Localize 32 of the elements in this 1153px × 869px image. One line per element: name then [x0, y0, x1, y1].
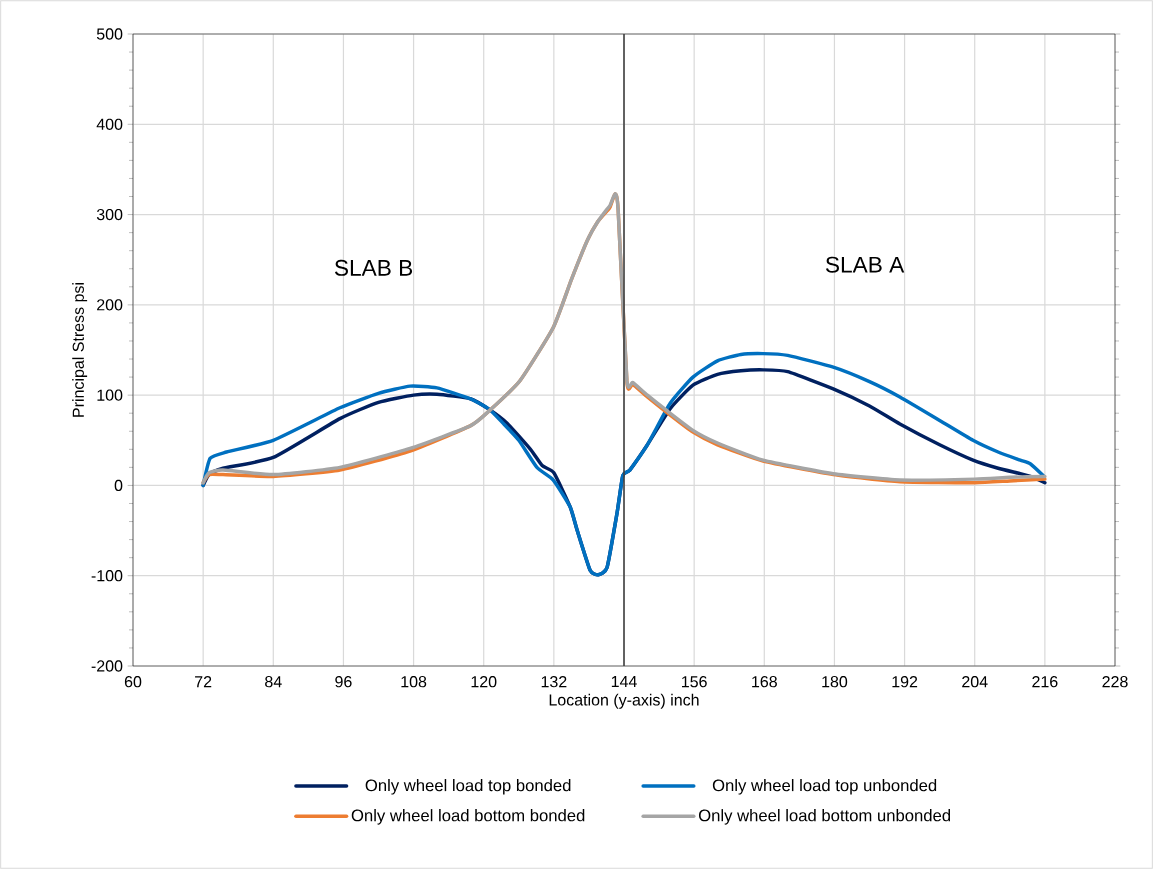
x-tick-label: 144: [611, 676, 637, 688]
annotation: SLAB B: [334, 259, 413, 276]
x-tick-label: 84: [265, 676, 282, 688]
y-tick-label: -200: [91, 660, 123, 672]
y-axis-title: Principal Stress psi: [72, 283, 88, 417]
legend-label: Only wheel load bottom unbonded: [698, 809, 951, 825]
x-tick-label: 120: [471, 676, 497, 688]
y-tick-label: 100: [97, 389, 123, 401]
x-tick-label: 72: [195, 676, 212, 688]
x-tick-label: 60: [124, 676, 142, 688]
y-tick-label: 0: [114, 479, 123, 492]
x-tick-label: 96: [335, 676, 352, 688]
x-tick-label: 132: [541, 676, 567, 688]
x-axis-title: Location (y-axis) inch: [549, 693, 699, 709]
legend-label: Only wheel load bottom bonded: [351, 809, 585, 825]
y-tick-label: -100: [91, 570, 123, 582]
y-tick-label: 400: [96, 118, 123, 130]
x-tick-label: 204: [962, 676, 988, 688]
x-tick-label: 192: [892, 676, 918, 688]
y-tick-label: 500: [96, 28, 123, 40]
x-tick-label: 180: [822, 676, 848, 688]
y-tick-label: 200: [97, 299, 123, 311]
x-tick-label: 216: [1032, 676, 1058, 688]
x-tick-label: 168: [752, 676, 777, 688]
x-tick-label: 156: [682, 676, 707, 688]
y-tick-label: 300: [96, 208, 123, 221]
line-series: [201, 192, 1047, 485]
legend-label: Only wheel load top unbonded: [712, 779, 937, 795]
legend-label: Only wheel load top bonded: [365, 779, 571, 795]
x-tick-label: 108: [401, 676, 427, 688]
x-tick-label: 228: [1102, 676, 1128, 688]
annotation: SLAB A: [825, 256, 905, 273]
